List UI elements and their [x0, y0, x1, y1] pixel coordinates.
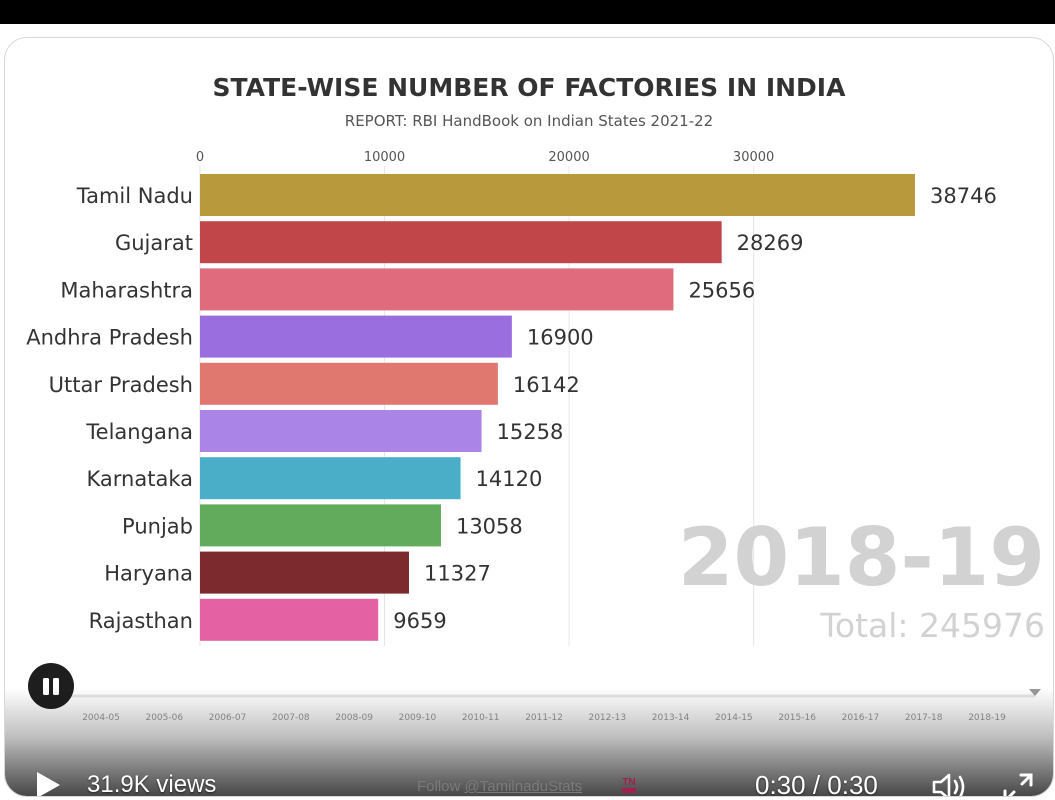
category-label: Maharashtra: [60, 278, 193, 302]
value-label: 25656: [688, 278, 755, 302]
chart-title: STATE-WISE NUMBER OF FACTORIES IN INDIA: [213, 73, 847, 102]
bar-karnataka: [200, 457, 461, 500]
value-label: 15258: [497, 420, 564, 444]
category-label: Andhra Pradesh: [26, 326, 193, 350]
chart-subtitle: REPORT: RBI HandBook on Indian States 20…: [345, 112, 713, 130]
bar-uttar-pradesh: [200, 362, 498, 405]
fullscreen-button[interactable]: [1001, 771, 1035, 796]
x-tick-label: 0: [196, 150, 204, 165]
bars: Tamil Nadu 38746 Gujarat 28269 Maharashtra 25…: [26, 174, 997, 641]
value-label: 16900: [527, 326, 594, 350]
total-watermark: Total: 245976: [819, 606, 1045, 645]
category-label: Rajasthan: [89, 609, 193, 633]
tn-logo: TN: [622, 777, 636, 793]
value-label: 16142: [513, 373, 580, 397]
x-tick-label: 30000: [733, 150, 774, 165]
category-label: Karnataka: [87, 467, 193, 491]
category-label: Telangana: [85, 420, 193, 444]
year-watermark: 2018-19: [678, 511, 1045, 604]
bar-tamil-nadu: [200, 174, 915, 216]
player-controls: 31.9K views Follow @TamilnaduStats TN 0:…: [5, 688, 1053, 796]
x-tick-label: 10000: [364, 150, 405, 165]
play-icon: [37, 772, 60, 796]
volume-button[interactable]: [931, 771, 969, 796]
follow-prefix: Follow: [417, 778, 465, 795]
volume-icon: [932, 773, 965, 796]
top-status-bar: [0, 0, 1055, 24]
x-tick-label: 20000: [548, 150, 589, 165]
value-label: 28269: [737, 231, 804, 255]
value-label: 9659: [393, 609, 446, 633]
value-label: 13058: [456, 514, 523, 538]
fullscreen-icon: [1003, 773, 1033, 796]
bar-telangana: [200, 410, 482, 452]
follow-credit[interactable]: Follow @TamilnaduStats: [417, 778, 582, 795]
category-label: Punjab: [122, 514, 193, 538]
view-count: 31.9K views: [87, 771, 217, 796]
category-label: Tamil Nadu: [76, 184, 193, 208]
bar-gujarat: [200, 221, 722, 264]
bar-chart: 0 10000 20000 30000 Tamil Nadu 38746 Gujarat 2…: [26, 73, 1045, 723]
bar-haryana: [200, 551, 410, 594]
value-label: 38746: [930, 184, 997, 208]
bar-maharashtra: [200, 268, 674, 311]
bar-rajasthan: [200, 598, 379, 641]
follow-handle-link[interactable]: @TamilnaduStats: [464, 778, 583, 795]
time-display: 0:30 / 0:30: [755, 770, 878, 796]
value-label: 14120: [476, 467, 543, 491]
video-player[interactable]: 0 10000 20000 30000 Tamil Nadu 38746 Gujarat 2…: [5, 38, 1053, 796]
bar-punjab: [200, 504, 441, 547]
bar-andhra-pradesh: [200, 315, 512, 358]
category-label: Gujarat: [115, 231, 193, 255]
category-label: Uttar Pradesh: [49, 373, 193, 397]
value-label: 11327: [424, 562, 491, 586]
svg-text:TN: TN: [622, 777, 635, 788]
play-button[interactable]: [29, 767, 65, 796]
category-label: Haryana: [104, 562, 193, 586]
